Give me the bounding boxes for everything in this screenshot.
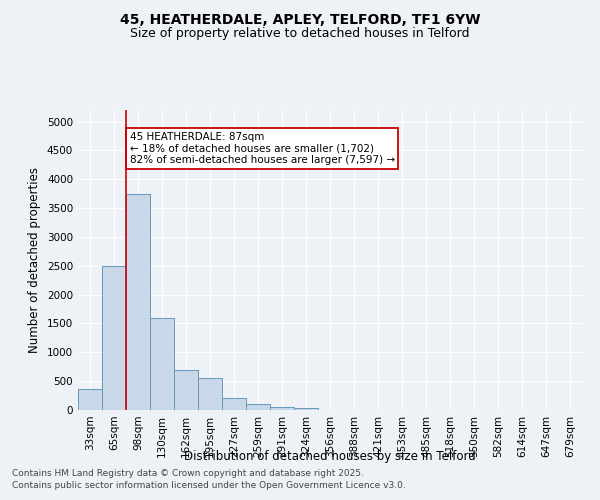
Bar bbox=[246, 404, 270, 410]
Text: 45, HEATHERDALE, APLEY, TELFORD, TF1 6YW: 45, HEATHERDALE, APLEY, TELFORD, TF1 6YW bbox=[120, 12, 480, 26]
Bar bbox=[222, 398, 246, 410]
Bar bbox=[270, 407, 294, 410]
Text: 45 HEATHERDALE: 87sqm
← 18% of detached houses are smaller (1,702)
82% of semi-d: 45 HEATHERDALE: 87sqm ← 18% of detached … bbox=[130, 132, 395, 165]
Bar bbox=[174, 370, 198, 410]
Bar bbox=[102, 266, 126, 410]
Y-axis label: Number of detached properties: Number of detached properties bbox=[28, 167, 41, 353]
Text: Contains public sector information licensed under the Open Government Licence v3: Contains public sector information licen… bbox=[12, 481, 406, 490]
Bar bbox=[150, 318, 174, 410]
Text: Contains HM Land Registry data © Crown copyright and database right 2025.: Contains HM Land Registry data © Crown c… bbox=[12, 468, 364, 477]
Text: Size of property relative to detached houses in Telford: Size of property relative to detached ho… bbox=[130, 28, 470, 40]
Bar bbox=[294, 408, 318, 410]
Text: Distribution of detached houses by size in Telford: Distribution of detached houses by size … bbox=[184, 450, 476, 463]
Bar bbox=[198, 378, 222, 410]
Bar bbox=[78, 388, 102, 410]
Bar bbox=[126, 194, 150, 410]
